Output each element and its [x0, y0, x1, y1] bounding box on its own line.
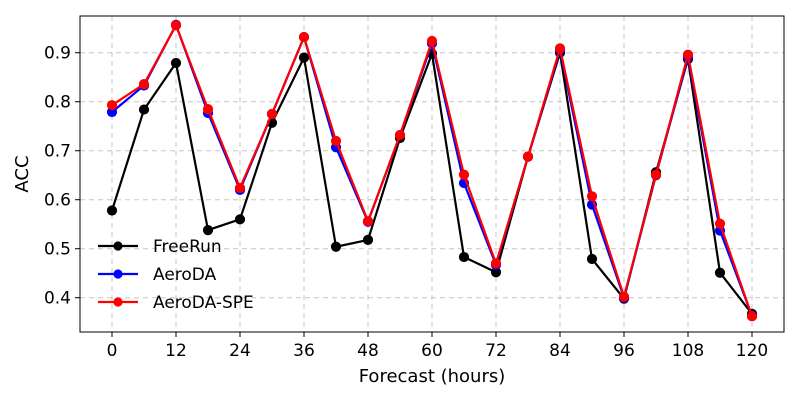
x-axis-label: Forecast (hours) [359, 366, 506, 387]
legend-item-freerun: FreeRun [98, 237, 222, 257]
y-tick-label: 0.9 [44, 44, 71, 64]
data-point-aeroda-spe [330, 135, 342, 147]
y-tick-label: 0.8 [44, 93, 71, 113]
data-point-aeroda-spe [650, 169, 662, 180]
x-tick-label: 48 [357, 341, 379, 361]
legend-label: AeroDA [153, 265, 217, 285]
data-point-freerun [362, 234, 374, 245]
x-tick-label: 60 [421, 341, 443, 361]
legend-label: FreeRun [153, 237, 222, 257]
data-point-aeroda-spe [682, 49, 694, 60]
y-axis-ticks: 0.4 0.5 0.6 0.7 0.8 0.9 [44, 44, 80, 309]
legend: FreeRun AeroDA AeroDA-SPE [98, 237, 254, 313]
x-tick-label: 36 [293, 341, 315, 361]
data-point-aeroda-spe [522, 151, 534, 162]
data-point-aeroda-spe [458, 169, 470, 180]
legend-label: AeroDA-SPE [153, 293, 254, 313]
data-point-aeroda-spe [234, 182, 246, 194]
data-point-freerun [138, 104, 150, 115]
series-aeroda-spe [106, 20, 758, 322]
data-point-aeroda-spe [618, 291, 630, 302]
data-point-freerun [106, 205, 118, 216]
legend-swatch-marker [113, 241, 123, 251]
data-point-freerun [234, 214, 246, 225]
data-point-aeroda-spe [554, 43, 566, 54]
y-tick-label: 0.5 [44, 240, 71, 260]
x-tick-label: 72 [485, 341, 507, 361]
x-tick-label: 120 [736, 341, 768, 361]
y-axis-label: ACC [12, 155, 33, 192]
x-tick-label: 0 [107, 341, 118, 361]
legend-swatch-marker [113, 297, 123, 307]
data-point-aeroda-spe [266, 108, 278, 120]
y-tick-label: 0.7 [44, 142, 71, 162]
data-point-freerun [298, 52, 310, 63]
data-point-freerun [458, 251, 470, 263]
x-tick-label: 84 [549, 341, 571, 361]
data-point-aeroda-spe [362, 216, 374, 227]
data-point-aeroda-spe [106, 100, 118, 111]
data-point-aeroda-spe [490, 258, 502, 269]
data-point-freerun [170, 57, 182, 69]
data-point-aeroda-spe [202, 103, 214, 115]
data-point-aeroda-spe [170, 20, 182, 31]
data-point-freerun [714, 267, 726, 278]
data-point-aeroda-spe [586, 191, 598, 202]
legend-swatch-marker [113, 269, 123, 279]
data-point-aeroda-spe [394, 129, 406, 141]
data-point-freerun [330, 241, 342, 252]
x-tick-label: 108 [672, 341, 704, 361]
data-point-freerun [586, 253, 598, 265]
legend-item-aeroda-spe: AeroDA-SPE [98, 293, 254, 313]
data-point-aeroda-spe [138, 78, 150, 90]
x-axis-ticks: 0 12 24 36 48 60 72 84 96 108 120 [107, 332, 768, 361]
data-point-aeroda-spe [746, 311, 758, 322]
x-tick-label: 96 [613, 341, 635, 361]
y-tick-label: 0.4 [44, 289, 71, 309]
y-tick-label: 0.6 [44, 191, 71, 211]
series-layer [106, 19, 758, 322]
data-point-aeroda-spe [714, 218, 726, 229]
legend-item-aeroda: AeroDA [98, 265, 217, 285]
x-tick-label: 24 [229, 341, 251, 361]
x-tick-label: 12 [165, 341, 187, 361]
data-point-aeroda-spe [298, 31, 310, 43]
data-point-aeroda-spe [426, 35, 438, 47]
data-point-freerun [202, 224, 214, 236]
